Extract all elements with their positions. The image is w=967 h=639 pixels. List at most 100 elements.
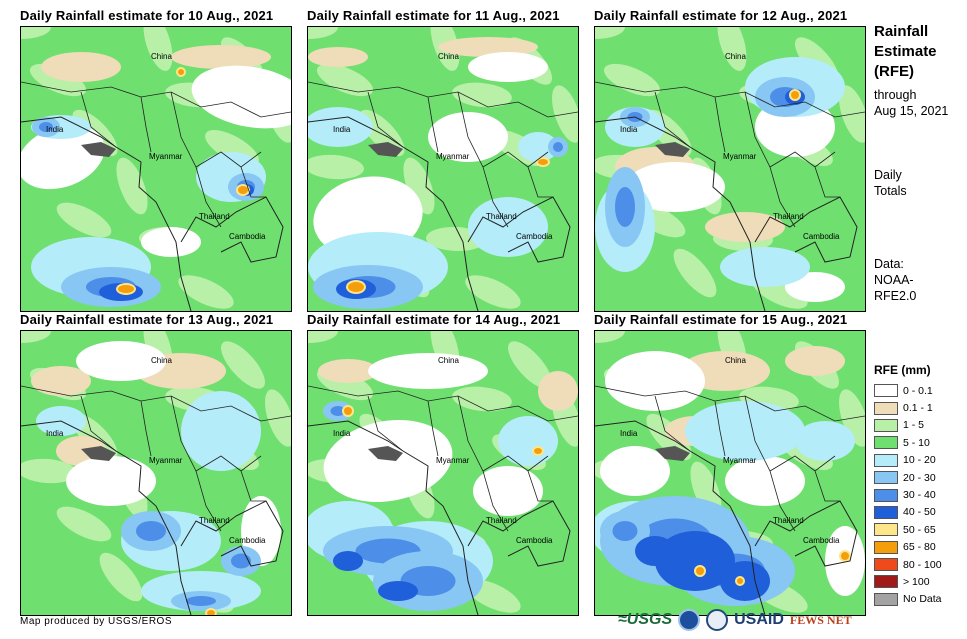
panel-title: Daily Rainfall estimate for 14 Aug., 202… (307, 312, 561, 327)
delta-region (368, 446, 403, 461)
rainfall-zone-65-80 (178, 69, 184, 75)
legend-item: 10 - 20 (874, 452, 942, 469)
map-label-cambodia: Cambodia (229, 232, 266, 241)
country-borders (308, 385, 578, 532)
rainfall-zone-65-80 (118, 285, 134, 293)
rainfall-zone-light (56, 506, 112, 542)
rainfall-zone-trace (438, 37, 538, 57)
map-label-china: China (725, 356, 746, 365)
rainfall-zone-light (21, 27, 51, 39)
map-label-myanmar: Myanmar (149, 456, 183, 465)
rainfall-zone-65-80 (238, 186, 248, 194)
rainfall-zone-10-20 (518, 132, 558, 162)
legend-item: 0 - 0.1 (874, 382, 942, 399)
map-label-thailand: Thailand (486, 516, 517, 525)
rainfall-zone-40-50 (378, 581, 418, 601)
rainfall-zone-light (308, 154, 364, 180)
legend-swatch (874, 471, 898, 485)
rainfall-zone-dry (468, 52, 548, 82)
rainfall-zone-light (465, 275, 521, 309)
rainfall-zone-10-20 (181, 391, 261, 471)
title-line: Estimate (874, 43, 937, 60)
rainfall-zone-light (508, 341, 552, 389)
legend-item: 65 - 80 (874, 539, 942, 556)
rainfall-zone-30-40 (330, 406, 346, 416)
rainfall-zone-30-40 (186, 596, 216, 606)
rainfall-map: China India Myanmar Thailand Cambodia (307, 26, 579, 312)
rainfall-zone-65-80 (348, 282, 364, 292)
coastline (21, 116, 284, 311)
map-label-china: China (725, 52, 746, 61)
rainfall-zone-40-50 (333, 551, 363, 571)
map-label-india: India (333, 125, 351, 134)
rainfall-zone-light (595, 331, 625, 343)
coastline (595, 420, 858, 615)
map-label-myanmar: Myanmar (436, 152, 470, 161)
panel-title: Daily Rainfall estimate for 11 Aug., 202… (307, 8, 560, 23)
rainfall-zone-dry (725, 456, 805, 506)
legend: RFE (mm) 0 - 0.1 0.1 - 1 1 - 5 5 - 10 10 - 2… (874, 363, 942, 608)
rainfall-zone-trace (308, 47, 368, 67)
map-label-myanmar: Myanmar (149, 152, 183, 161)
rainfall-zone-dry (605, 351, 705, 411)
through-label: through (874, 88, 917, 102)
rainfall-map-canvas: China India Myanmar Thailand Cambodia (308, 27, 578, 311)
rainfall-zone-10-20 (308, 107, 373, 147)
map-label-india: India (46, 125, 64, 134)
rainfall-zone-65-80 (841, 552, 849, 560)
rainfall-map: China India Myanmar Thailand Cambodia (594, 330, 866, 616)
map-label-cambodia: Cambodia (229, 536, 266, 545)
legend-swatch (874, 384, 898, 398)
rainfall-zone-trace (318, 359, 378, 383)
noaa-logo-icon (678, 609, 701, 631)
rainfall-map-canvas: China India Myanmar Thailand Cambodia (595, 27, 865, 311)
legend-swatch (874, 505, 898, 519)
rainfall-zone-trace (705, 212, 785, 242)
map-label-india: India (620, 125, 638, 134)
rainfall-zone-light (99, 552, 143, 602)
delta-region (655, 446, 690, 461)
rainfall-zone-light (403, 157, 435, 215)
legend-label: 80 - 100 (903, 558, 942, 571)
legend-swatch (874, 592, 898, 606)
legend-swatch (874, 436, 898, 450)
rainfall-zone-dry (191, 65, 291, 129)
legend-swatch (874, 523, 898, 537)
fews-net-logo: FEWS NET (789, 612, 852, 627)
rainfall-zone-light (56, 202, 112, 238)
rainfall-zone-40-50 (655, 531, 735, 591)
rainfall-zone-30-40 (615, 187, 635, 227)
totals-line: Totals (874, 184, 907, 198)
rainfall-zone-30-40 (136, 521, 166, 541)
rainfall-zone-10-20 (720, 247, 810, 287)
logo-strip: ≈USGS USAID FEWS NET (618, 607, 852, 633)
title-line: Rainfall (874, 23, 929, 40)
rainfall-zone-dry (473, 466, 543, 516)
rainfall-zone-light (308, 331, 338, 343)
legend-label: 20 - 30 (903, 471, 936, 484)
legend-item: > 100 (874, 573, 942, 590)
legend-title: RFE (mm) (874, 363, 931, 377)
rainfall-zone-light (143, 27, 173, 71)
rainfall-map: China India Myanmar Thailand Cambodia (307, 330, 579, 616)
legend-label: 30 - 40 (903, 489, 936, 502)
rainfall-zone-trace (171, 45, 271, 69)
rainfall-zone-trace (538, 371, 578, 411)
map-label-china: China (151, 356, 172, 365)
rainfall-zone-light (316, 63, 374, 97)
legend-swatch (874, 401, 898, 415)
rainfall-zone-trace (785, 346, 845, 376)
rainfall-zone-10-20 (795, 421, 855, 461)
map-label-thailand: Thailand (486, 212, 517, 221)
country-borders (308, 81, 578, 228)
legend-item: 20 - 30 (874, 469, 942, 486)
rainfall-zone-30-40 (612, 521, 638, 541)
map-label-myanmar: Myanmar (436, 456, 470, 465)
map-label-india: India (46, 429, 64, 438)
rainfall-zone-30-40 (39, 122, 53, 132)
data-label: Data: (874, 257, 904, 271)
rainfall-zone-trace (31, 366, 91, 396)
coastline (595, 116, 858, 311)
country-borders (595, 81, 865, 228)
usgs-logo: ≈USGS (618, 611, 673, 628)
